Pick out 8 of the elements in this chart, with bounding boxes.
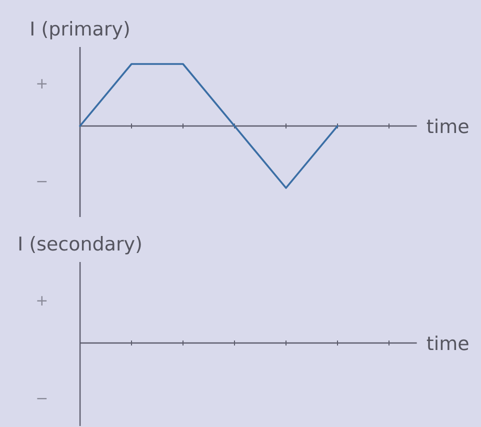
text: time [426,336,468,350]
text: I (secondary) [19,236,141,254]
text: + [37,296,47,306]
y-axis-title: I (primary) [31,21,129,40]
x-axis-title: time [426,118,468,134]
text: − [37,398,47,400]
text: − [37,180,47,182]
text: + [37,79,47,89]
